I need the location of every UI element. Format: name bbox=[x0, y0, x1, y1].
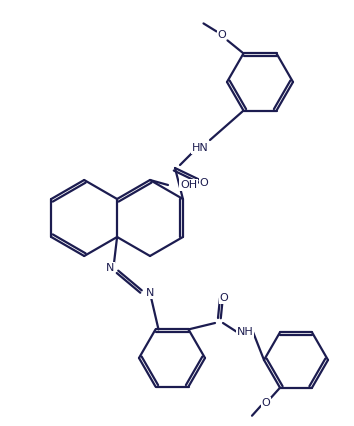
Text: N: N bbox=[106, 263, 114, 273]
Text: O: O bbox=[219, 293, 228, 303]
Text: O: O bbox=[217, 30, 226, 40]
Text: OH: OH bbox=[180, 180, 197, 190]
Text: N: N bbox=[146, 288, 154, 298]
Text: NH: NH bbox=[236, 327, 253, 337]
Text: O: O bbox=[262, 398, 270, 408]
Text: O: O bbox=[200, 178, 209, 188]
Text: HN: HN bbox=[192, 143, 209, 153]
